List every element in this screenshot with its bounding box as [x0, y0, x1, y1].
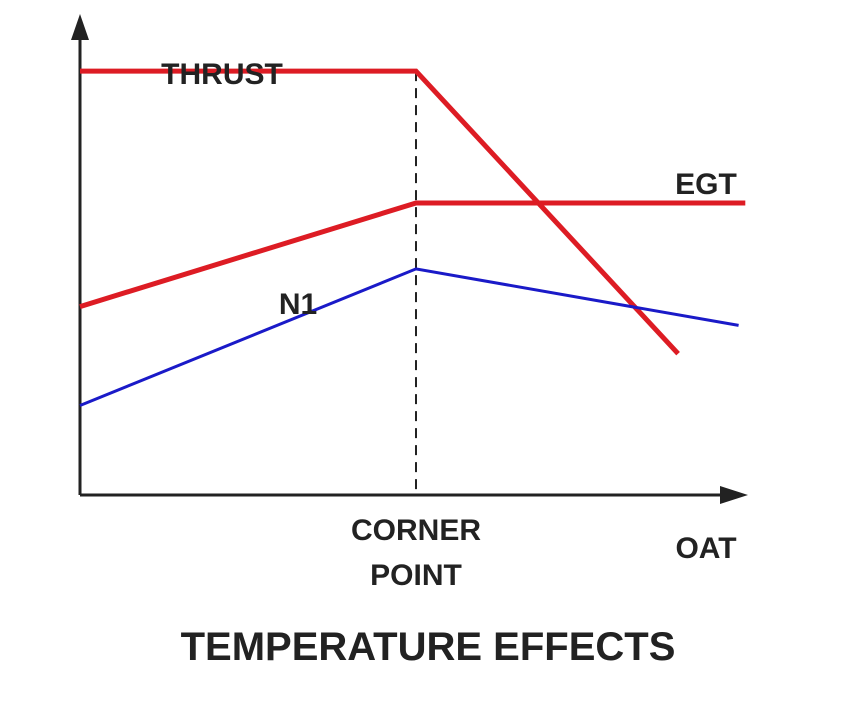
thrust-line [80, 68, 680, 356]
chart-title: TEMPERATURE EFFECTS [181, 625, 676, 669]
egt-line [79, 200, 746, 309]
corner-point-label-line-2: POINT [370, 559, 462, 592]
axes [71, 14, 748, 504]
thrust-series-label: THRUST [161, 58, 283, 91]
corner-point-label-line-1: CORNER [351, 514, 481, 547]
n1-line [79, 267, 739, 407]
x-axis-arrowhead [720, 486, 748, 504]
y-axis-arrowhead [71, 14, 89, 40]
series-lines [79, 68, 746, 407]
egt-series-label: EGT [675, 168, 737, 201]
n1-series-label: N1 [279, 288, 317, 321]
x-axis-label: OAT [675, 532, 736, 565]
